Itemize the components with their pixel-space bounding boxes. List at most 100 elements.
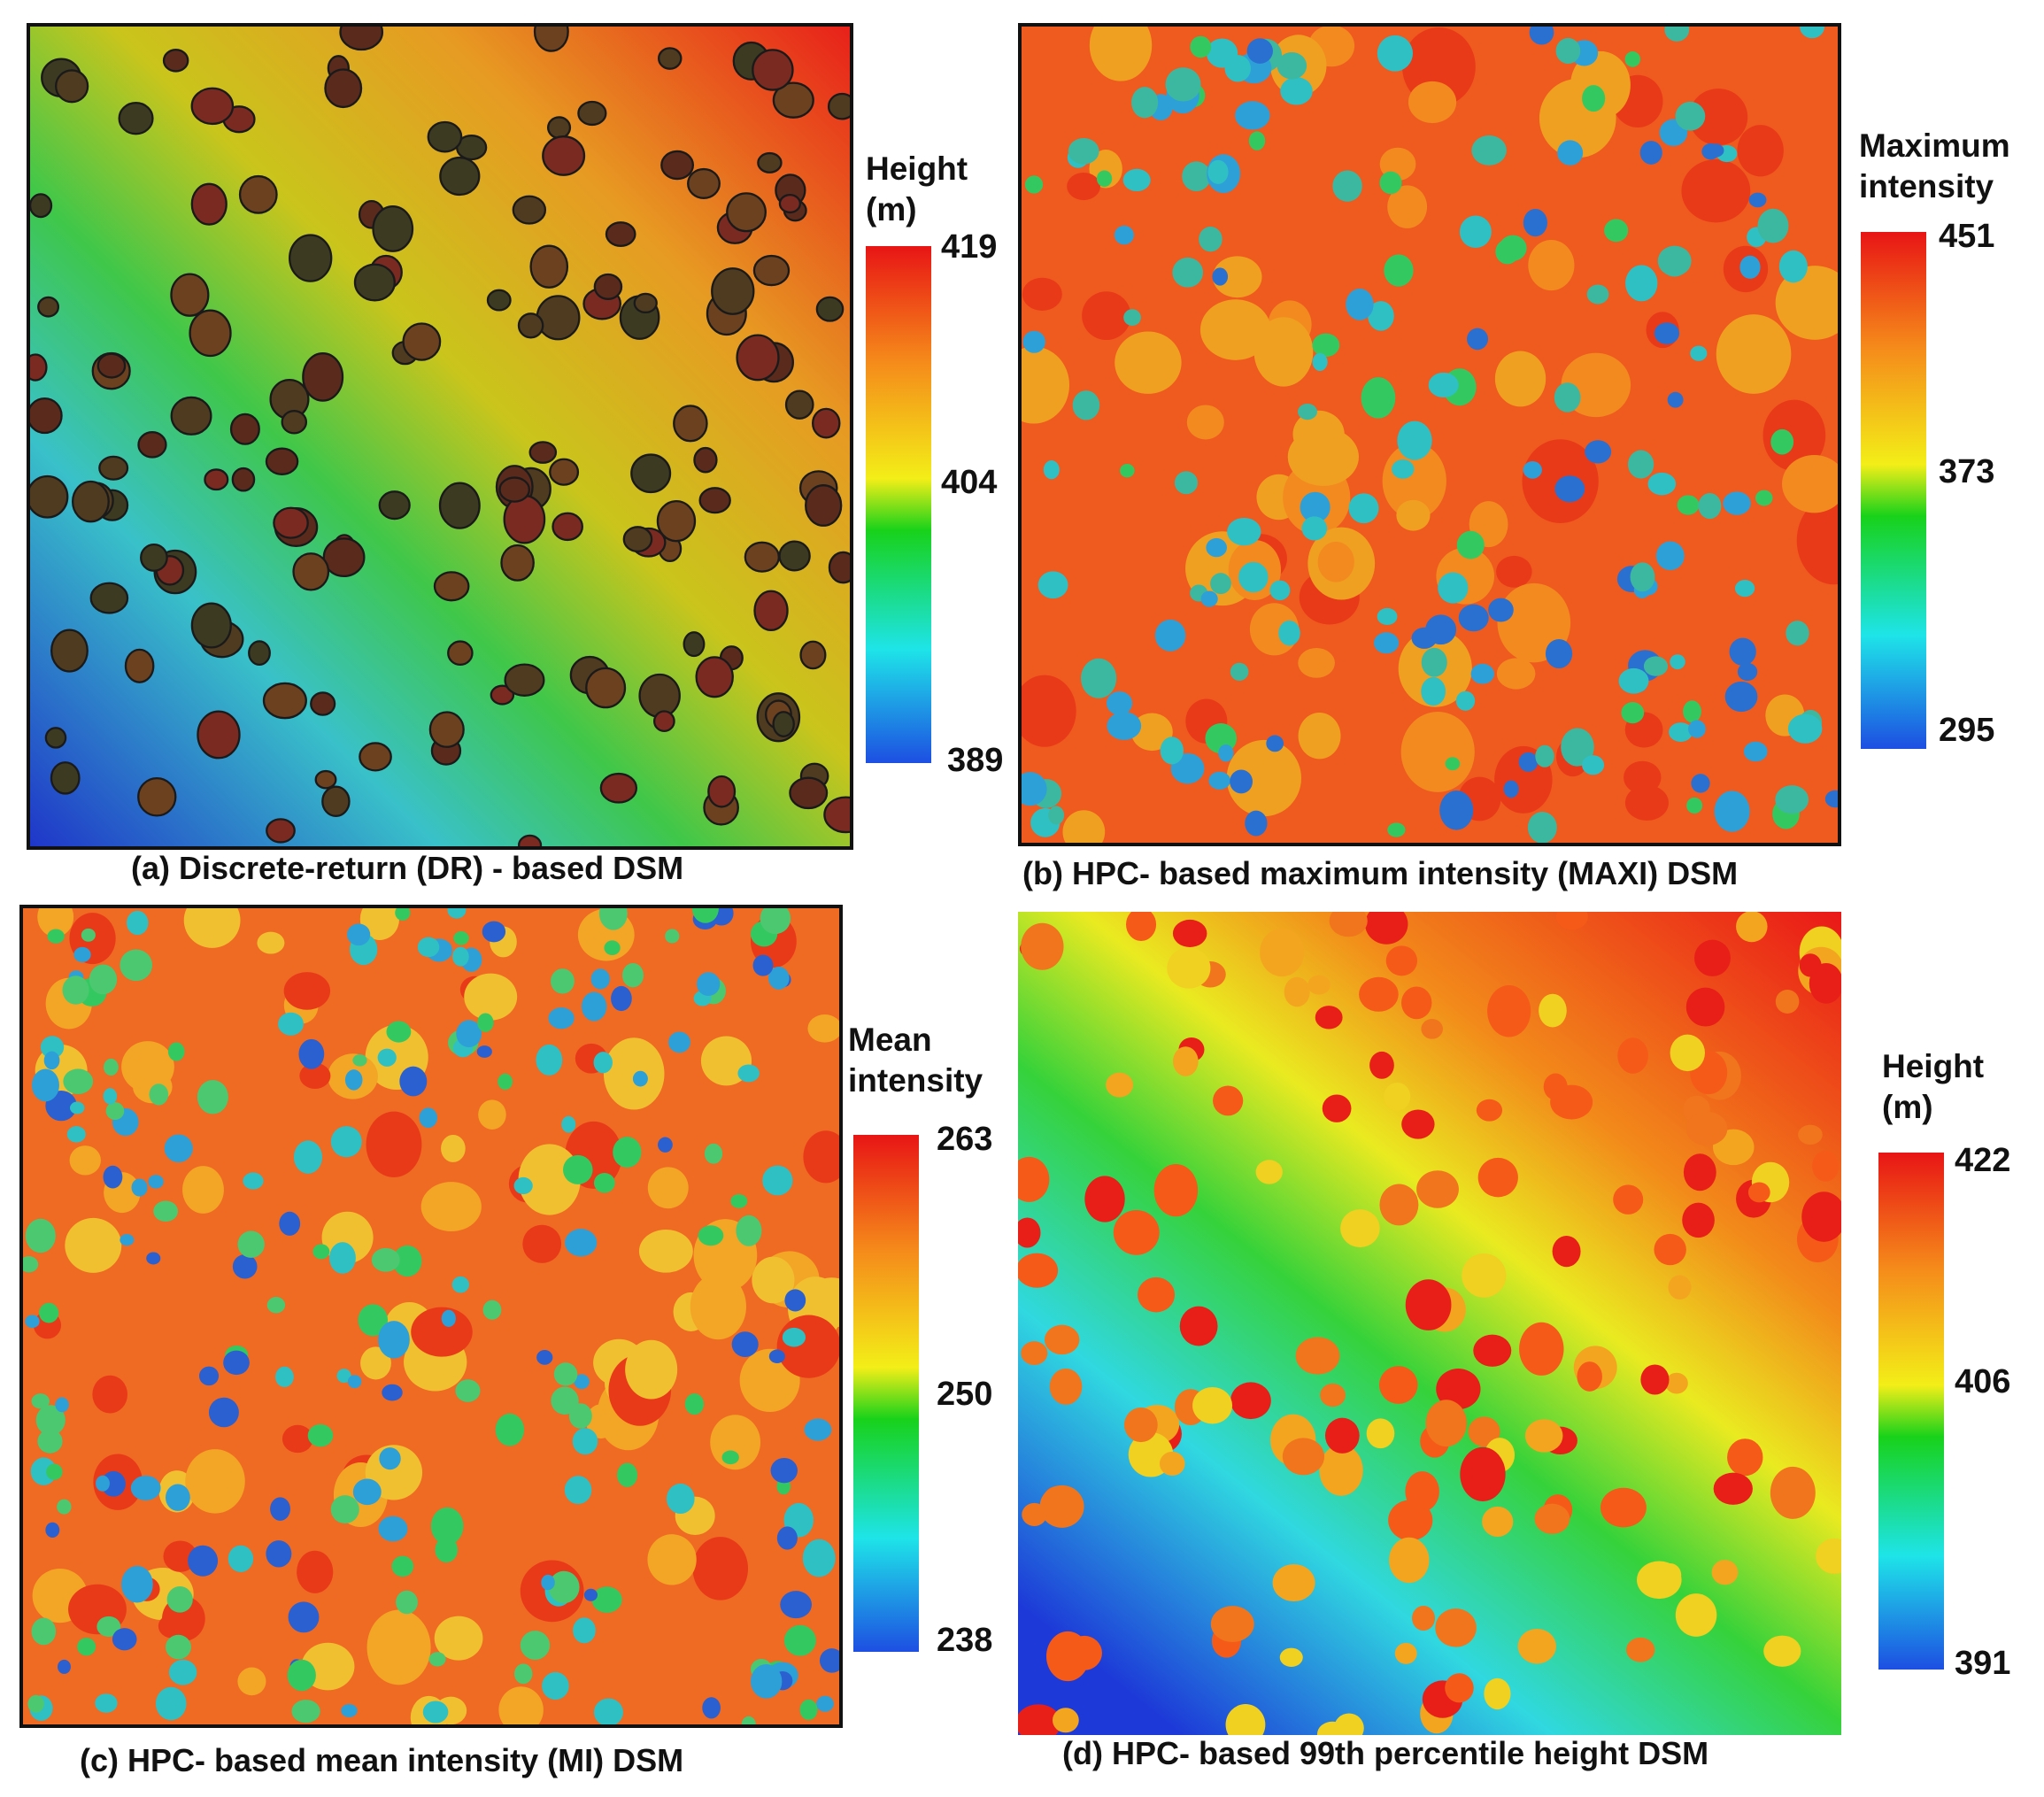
tree-crown	[430, 1507, 464, 1546]
tree-crown	[553, 1362, 578, 1386]
tree-crown	[805, 484, 843, 527]
tree-crown	[417, 937, 440, 958]
tree-crown	[411, 1307, 473, 1357]
tree-crown	[1527, 811, 1557, 843]
tree-crown	[96, 352, 127, 379]
tree-crown	[1524, 1419, 1563, 1453]
tree-crown	[190, 87, 235, 126]
p99-raster	[1018, 912, 1841, 1735]
tree-crown	[1467, 328, 1489, 351]
legend-c-title-line-2: intensity	[848, 1062, 983, 1099]
tree-crown	[266, 818, 296, 844]
tree-crown	[451, 1276, 469, 1293]
tree-crown	[1255, 1160, 1283, 1184]
tree-crown	[341, 1703, 358, 1717]
tree-crown	[638, 673, 681, 718]
tree-crown	[1519, 1322, 1564, 1376]
tree-crown	[358, 1304, 389, 1337]
tree-crown	[518, 834, 543, 846]
tree-crown	[823, 796, 850, 834]
tree-crown	[1770, 1466, 1816, 1519]
tree-crown	[1664, 27, 1690, 42]
tree-crown	[371, 1247, 400, 1272]
tree-crown	[1253, 317, 1314, 387]
mi-dsm-map	[19, 905, 843, 1728]
tree-crown	[1301, 516, 1328, 541]
tree-crown	[1160, 737, 1184, 765]
tree-crown	[673, 405, 708, 443]
tree-crown	[165, 1484, 190, 1511]
tree-crown	[1319, 1445, 1363, 1496]
tree-crown	[1298, 648, 1335, 678]
tree-crown	[1824, 790, 1838, 808]
legend-d-tick-max: 422	[1955, 1142, 2011, 1179]
tree-crown	[783, 1624, 816, 1656]
tree-crown	[604, 940, 621, 956]
tree-crown	[1617, 1037, 1648, 1074]
tree-crown	[1384, 1082, 1411, 1111]
tree-crown	[632, 1070, 648, 1087]
tree-crown	[1602, 1492, 1633, 1520]
tree-crown	[692, 1537, 749, 1600]
tree-crown	[546, 116, 572, 140]
tree-crown	[593, 1173, 615, 1193]
tree-crown	[665, 929, 680, 944]
tree-crown	[1024, 175, 1044, 194]
tree-crown	[1529, 27, 1554, 45]
tree-crown	[1554, 475, 1585, 503]
legend-a-title-line-2: (m)	[866, 191, 917, 228]
tree-crown	[1312, 333, 1340, 358]
tree-crown	[1062, 810, 1106, 843]
tree-crown	[752, 1256, 795, 1304]
tree-crown	[170, 396, 212, 436]
tree-crown	[1346, 288, 1374, 320]
tree-crown	[1106, 690, 1133, 715]
tree-crown	[1698, 493, 1722, 520]
tree-crown	[517, 312, 544, 339]
tree-crown	[291, 1700, 320, 1724]
tree-crown	[50, 629, 89, 673]
tree-crown	[1329, 912, 1368, 937]
tree-crown	[140, 543, 168, 572]
tree-crown	[789, 776, 829, 810]
tree-crown	[687, 167, 721, 199]
tree-crown	[625, 1339, 678, 1400]
tree-crown	[1159, 1451, 1185, 1477]
tree-crown	[1763, 1635, 1801, 1667]
tree-crown	[121, 1565, 153, 1603]
tree-crown	[1689, 89, 1748, 146]
tree-crown	[1669, 722, 1693, 742]
tree-crown	[1586, 284, 1609, 305]
tree-crown	[1366, 1418, 1395, 1449]
tree-crown	[1435, 1608, 1477, 1647]
tree-crown	[366, 1111, 422, 1177]
tree-crown	[1604, 219, 1629, 243]
tree-crown	[23, 1256, 39, 1273]
caption-a: (a) Discrete-return (DR) - based DSM	[131, 850, 684, 886]
tree-crown	[55, 69, 89, 104]
tree-crown	[386, 1021, 412, 1043]
tree-crown	[647, 1167, 689, 1209]
tree-crown	[1018, 1253, 1059, 1288]
tree-crown	[1049, 1368, 1083, 1405]
tree-crown	[329, 1242, 356, 1274]
tree-crown	[1670, 654, 1685, 670]
tree-crown	[561, 1115, 576, 1133]
tree-crown	[1182, 161, 1211, 192]
tree-crown	[1021, 922, 1064, 970]
tree-crown	[1796, 496, 1838, 585]
tree-crown	[1470, 663, 1494, 684]
tree-crown	[1206, 537, 1227, 558]
tree-crown	[1494, 351, 1546, 407]
tree-crown	[1230, 1382, 1271, 1420]
tree-crown	[71, 480, 110, 523]
tree-crown	[1455, 690, 1476, 711]
tree-crown	[1235, 101, 1270, 130]
tree-crown	[435, 1537, 459, 1563]
tree-crown	[372, 205, 414, 252]
tree-crown	[1315, 1006, 1343, 1030]
tree-crown	[1230, 662, 1249, 681]
tree-crown	[1681, 159, 1751, 223]
tree-crown	[1081, 658, 1117, 698]
tree-crown	[1640, 1364, 1670, 1395]
